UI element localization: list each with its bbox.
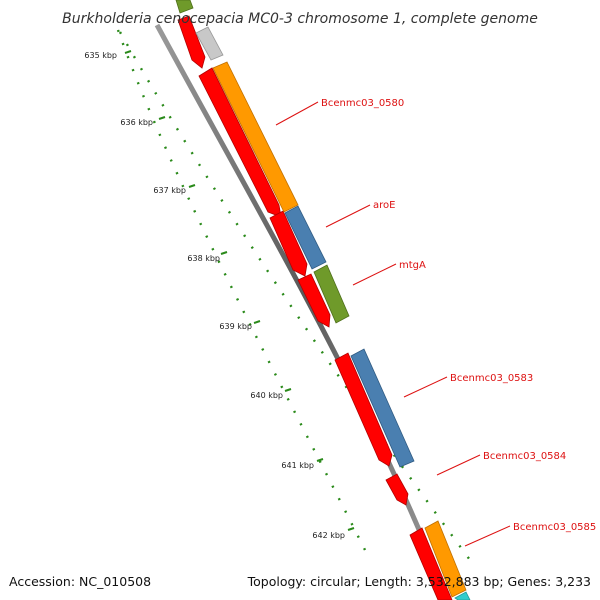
gene-label-aroe[interactable]: aroE [373, 200, 395, 211]
major-tick-636 [158, 116, 166, 120]
reverse-cds-bcenmc03-0585[interactable] [409, 527, 453, 600]
gene-label-bcenmc03-0584[interactable]: Bcenmc03_0584 [483, 451, 566, 462]
tick-label-641: 641 kbp [281, 461, 314, 470]
gene-label-bcenmc03-0585[interactable]: Bcenmc03_0585 [513, 522, 596, 533]
tick-label-637: 637 kbp [153, 186, 186, 195]
reverse-strand-features [177, 15, 453, 600]
forward-strand-features [175, 0, 471, 600]
tick-label-638: 638 kbp [187, 254, 220, 263]
major-tick-641 [316, 458, 324, 462]
leader-bcenmc03-0584 [436, 454, 481, 476]
leader-bcenmc03-0585 [464, 525, 511, 547]
tick-label-639: 639 kbp [219, 322, 252, 331]
accession-label: Accession: NC_010508 [9, 574, 151, 589]
map-title: Burkholderia cenocepacia MC0-3 chromosom… [62, 11, 538, 27]
forward-cds-green-top[interactable] [175, 0, 194, 14]
forward-cds-gray-top[interactable] [195, 26, 224, 61]
tick-label-636: 636 kbp [120, 118, 153, 127]
tick-label-642: 642 kbp [312, 531, 345, 540]
gene-labels: Bcenmc03_0580 aroE mtgA Bcenmc03_0583 Bc… [321, 98, 596, 533]
reverse-cds-a[interactable] [177, 15, 206, 69]
minor-ticks-outer [118, 31, 471, 561]
reverse-cds-mtga[interactable] [297, 273, 331, 328]
forward-cds-bcenmc03-0585[interactable] [424, 520, 467, 598]
major-tick-635 [124, 50, 132, 54]
reverse-cds-bcenmc03-0584[interactable] [385, 473, 409, 506]
gene-label-bcenmc03-0580[interactable]: Bcenmc03_0580 [321, 98, 404, 109]
major-tick-639 [253, 320, 261, 324]
leader-bcenmc03-0583 [403, 376, 448, 398]
minor-ticks-inner [116, 29, 372, 561]
forward-cds-cyan-bottom[interactable] [454, 591, 471, 600]
major-tick-638 [220, 251, 228, 255]
leader-mtga [352, 263, 397, 286]
tick-label-640: 640 kbp [250, 391, 283, 400]
reverse-cds-bcenmc03-0580[interactable] [198, 67, 282, 218]
tick-track: 635 kbp 636 kbp 637 kbp 638 kbp 639 kbp … [84, 29, 471, 561]
leader-bcenmc03-0580 [275, 101, 319, 126]
leader-aroe [325, 204, 371, 228]
reverse-cds-aroe[interactable] [269, 210, 308, 277]
tick-label-635: 635 kbp [84, 51, 117, 60]
genome-backbone [154, 23, 451, 600]
gene-label-mtga[interactable]: mtgA [399, 260, 426, 271]
forward-cds-bcenmc03-0583[interactable] [350, 348, 415, 468]
forward-cds-aroe[interactable] [284, 205, 327, 270]
forward-cds-bcenmc03-0580[interactable] [212, 61, 299, 213]
forward-cds-mtga[interactable] [313, 264, 350, 324]
reverse-cds-bcenmc03-0583[interactable] [334, 352, 393, 467]
major-tick-637 [188, 184, 196, 188]
gene-label-bcenmc03-0583[interactable]: Bcenmc03_0583 [450, 373, 533, 384]
genome-summary: Topology: circular; Length: 3,532,883 bp… [247, 574, 591, 589]
gene-label-leaders [275, 101, 511, 547]
major-tick-640 [284, 388, 292, 392]
major-tick-642 [347, 527, 355, 531]
